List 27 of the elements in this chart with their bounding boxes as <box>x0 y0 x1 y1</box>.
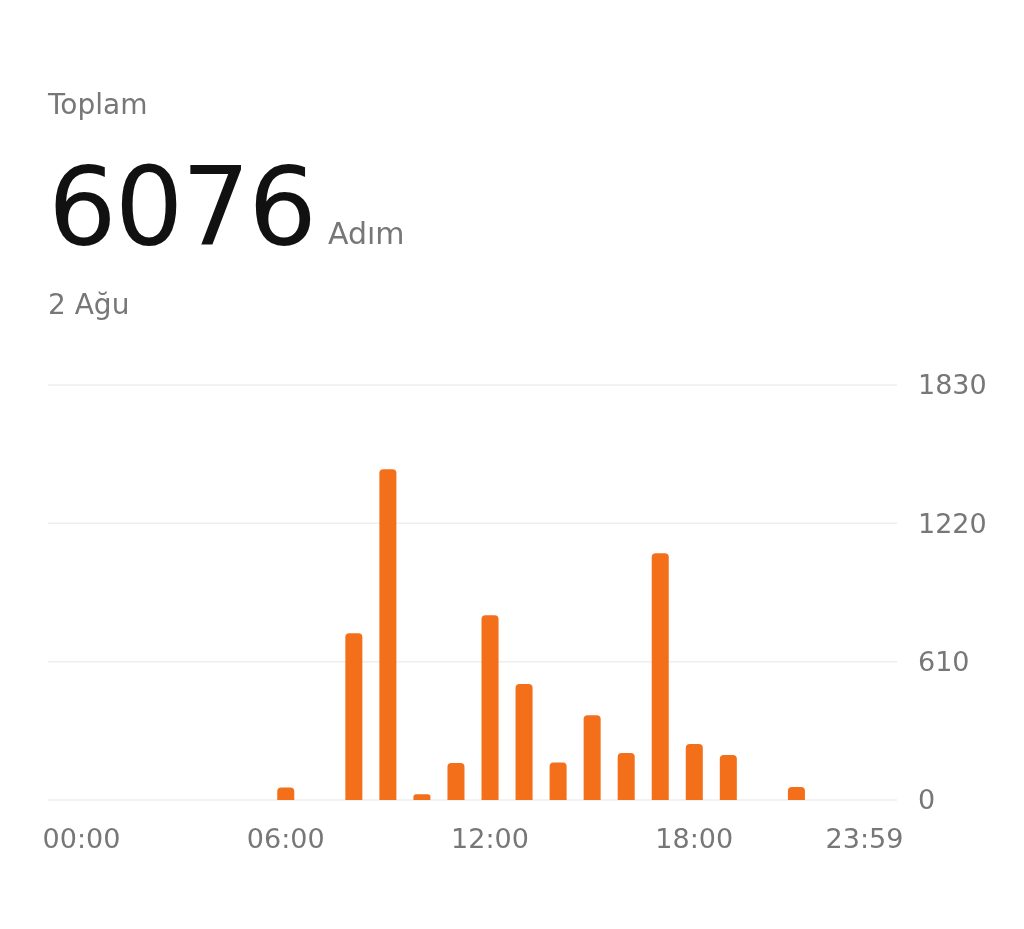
bar <box>583 715 601 800</box>
y-tick-label: 1220 <box>918 507 987 539</box>
bar <box>685 743 703 800</box>
y-tick-label: 610 <box>918 646 970 678</box>
bar <box>413 794 431 800</box>
x-tick-label: 06:00 <box>246 823 325 854</box>
text: 6076 <box>48 144 315 269</box>
bar <box>651 553 669 800</box>
bar <box>277 787 295 800</box>
bar <box>379 469 397 800</box>
text: Adım <box>328 216 405 251</box>
chart-subtitle: 2 Ağu <box>48 288 130 321</box>
x-tick-label: 00:00 <box>42 823 121 854</box>
bar <box>549 762 567 800</box>
x-tick-label: 23:59 <box>825 823 904 854</box>
bar <box>447 763 465 800</box>
bar <box>481 615 499 800</box>
bar <box>787 787 805 800</box>
y-tick-label: 1830 <box>918 369 987 401</box>
bar <box>617 753 635 800</box>
bar <box>719 755 737 800</box>
bar <box>345 633 363 800</box>
x-tick-label: 18:00 <box>655 823 734 854</box>
y-tick-label: 0 <box>918 784 936 816</box>
chart-title: Toplam <box>47 88 148 121</box>
bar <box>515 684 533 800</box>
x-tick-label: 12:00 <box>451 823 529 854</box>
